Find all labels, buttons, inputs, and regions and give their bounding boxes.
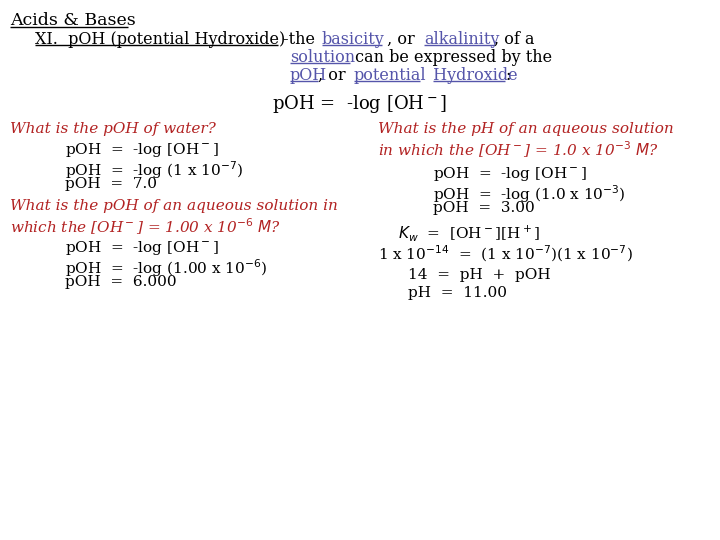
Text: 14  =  pH  +  pOH: 14 = pH + pOH	[408, 268, 551, 282]
Text: pH  =  11.00: pH = 11.00	[408, 286, 507, 300]
Text: pOH =  -log [OH$^-$]: pOH = -log [OH$^-$]	[272, 93, 448, 115]
Text: basicity: basicity	[322, 31, 384, 48]
Text: potential: potential	[354, 67, 427, 84]
Text: pOH  =  -log [OH$^-$]: pOH = -log [OH$^-$]	[65, 239, 219, 257]
Text: XI.  pOH (potential Hydroxide): XI. pOH (potential Hydroxide)	[35, 31, 285, 48]
Text: pOH: pOH	[290, 67, 328, 84]
Text: , or: , or	[382, 31, 420, 48]
Text: in which the [OH$^-$] = 1.0 x 10$^{-3}$ $\it{M}$?: in which the [OH$^-$] = 1.0 x 10$^{-3}$ …	[378, 140, 659, 160]
Text: What is the pH of an aqueous solution: What is the pH of an aqueous solution	[378, 122, 674, 136]
Text: pOH  =  -log (1 x 10$^{-7}$): pOH = -log (1 x 10$^{-7}$)	[65, 159, 243, 181]
Text: What is the pOH of an aqueous solution in: What is the pOH of an aqueous solution i…	[10, 199, 338, 213]
Text: pOH  =  7.0: pOH = 7.0	[65, 177, 157, 191]
Text: -the: -the	[278, 31, 320, 48]
Text: solution: solution	[290, 49, 355, 66]
Text: pOH  =  -log (1.0 x 10$^{-3}$): pOH = -log (1.0 x 10$^{-3}$)	[433, 183, 626, 205]
Text: can be expressed by the: can be expressed by the	[350, 49, 552, 66]
Text: Acids & Bases: Acids & Bases	[10, 12, 136, 29]
Text: pOH  =  -log [OH$^-$]: pOH = -log [OH$^-$]	[65, 141, 219, 159]
Text: pOH  =  -log [OH$^-$]: pOH = -log [OH$^-$]	[433, 165, 587, 183]
Text: What is the pOH of water?: What is the pOH of water?	[10, 122, 216, 136]
Text: pOH  =  6.000: pOH = 6.000	[65, 275, 176, 289]
Text: pOH  =  3.00: pOH = 3.00	[433, 201, 535, 215]
Text: pOH  =  -log (1.00 x 10$^{-6}$): pOH = -log (1.00 x 10$^{-6}$)	[65, 257, 267, 279]
Text: , of a: , of a	[494, 31, 534, 48]
Text: alkalinity: alkalinity	[424, 31, 500, 48]
Text: which the [OH$^-$] = 1.00 x 10$^{-6}$ $\it{M}$?: which the [OH$^-$] = 1.00 x 10$^{-6}$ $\…	[10, 217, 281, 238]
Text: , or: , or	[318, 67, 351, 84]
Text: $\it{K_w}$  =  [OH$^-$][H$^+$]: $\it{K_w}$ = [OH$^-$][H$^+$]	[398, 223, 540, 243]
Text: 1 x 10$^{-14}$  =  (1 x 10$^{-7}$)(1 x 10$^{-7}$): 1 x 10$^{-14}$ = (1 x 10$^{-7}$)(1 x 10$…	[378, 244, 633, 265]
Text: Hydroxide: Hydroxide	[428, 67, 518, 84]
Text: :: :	[505, 67, 510, 84]
